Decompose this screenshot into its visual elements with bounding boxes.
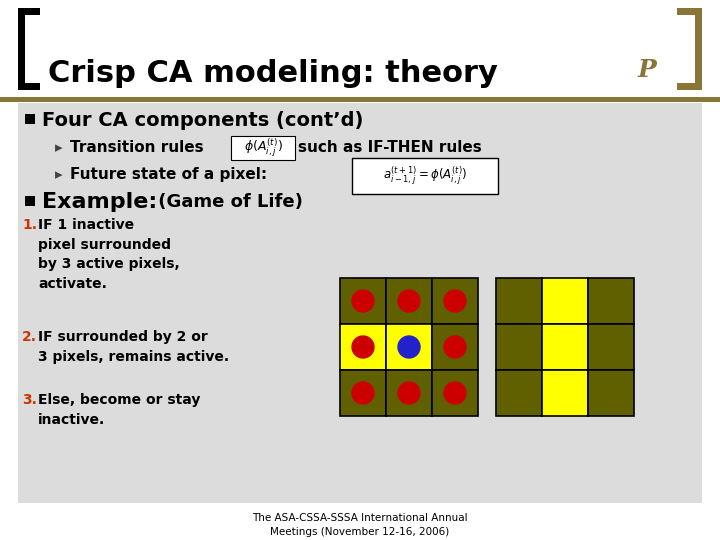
Bar — [677, 83, 702, 90]
Text: 1.: 1. — [22, 218, 37, 232]
Bar — [0, 97, 720, 102]
Bar — [588, 324, 634, 370]
Text: Else, become or stay
inactive.: Else, become or stay inactive. — [38, 393, 200, 427]
Circle shape — [398, 290, 420, 312]
Text: Transition rules: Transition rules — [70, 140, 204, 156]
Bar — [386, 278, 432, 324]
Text: such as IF-THEN rules: such as IF-THEN rules — [298, 140, 482, 156]
Text: Future state of a pixel:: Future state of a pixel: — [70, 167, 267, 183]
Text: P: P — [638, 58, 657, 82]
Bar — [542, 370, 588, 416]
FancyBboxPatch shape — [231, 136, 295, 160]
Text: Four CA components (cont’d): Four CA components (cont’d) — [42, 111, 364, 130]
Text: $\phi(A_{i,j}^{(t)})$: $\phi(A_{i,j}^{(t)})$ — [243, 137, 282, 159]
Bar — [18, 103, 702, 503]
Circle shape — [352, 336, 374, 358]
Circle shape — [352, 290, 374, 312]
Bar — [496, 324, 542, 370]
Bar — [542, 324, 588, 370]
Text: IF surrounded by 2 or
3 pixels, remains active.: IF surrounded by 2 or 3 pixels, remains … — [38, 330, 229, 363]
Bar — [340, 370, 386, 416]
Bar — [0, 0, 720, 100]
Bar — [25, 196, 35, 206]
Bar — [386, 370, 432, 416]
Text: 3.: 3. — [22, 393, 37, 407]
Bar — [588, 278, 634, 324]
Circle shape — [444, 290, 466, 312]
Bar — [496, 370, 542, 416]
Bar — [432, 324, 478, 370]
Bar — [18, 83, 40, 90]
Circle shape — [398, 336, 420, 358]
Bar — [25, 114, 35, 124]
Text: Example:: Example: — [42, 192, 157, 212]
Bar — [542, 278, 588, 324]
Bar — [18, 8, 25, 90]
Bar — [496, 278, 542, 324]
Bar — [677, 8, 702, 15]
Circle shape — [352, 382, 374, 404]
Text: (Game of Life): (Game of Life) — [152, 193, 303, 211]
Text: The ASA-CSSA-SSSA International Annual
Meetings (November 12-16, 2006): The ASA-CSSA-SSSA International Annual M… — [252, 513, 468, 537]
Bar — [588, 370, 634, 416]
Text: ▸: ▸ — [55, 140, 63, 156]
Bar — [695, 8, 702, 90]
Bar — [432, 370, 478, 416]
Text: $a_{i-1,j}^{(t+1)} = \phi(A_{i,j}^{(t)})$: $a_{i-1,j}^{(t+1)} = \phi(A_{i,j}^{(t)})… — [383, 165, 467, 187]
Text: ▸: ▸ — [55, 167, 63, 183]
Circle shape — [444, 336, 466, 358]
Text: 2.: 2. — [22, 330, 37, 344]
Circle shape — [444, 382, 466, 404]
Text: IF 1 inactive
pixel surrounded
by 3 active pixels,
activate.: IF 1 inactive pixel surrounded by 3 acti… — [38, 218, 180, 291]
Bar — [340, 324, 386, 370]
Bar — [340, 278, 386, 324]
Bar — [386, 324, 432, 370]
Circle shape — [398, 382, 420, 404]
Bar — [432, 278, 478, 324]
Bar — [18, 8, 40, 15]
FancyBboxPatch shape — [352, 158, 498, 194]
Text: Crisp CA modeling: theory: Crisp CA modeling: theory — [48, 58, 498, 87]
